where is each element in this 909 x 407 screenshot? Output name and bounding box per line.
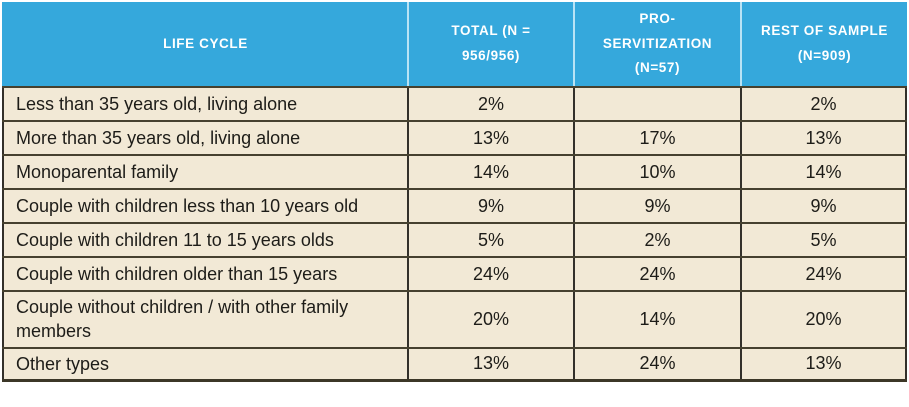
- life-cycle-cell: Couple with children older than 15 years: [2, 258, 407, 290]
- life-cycle-cell: Couple without children / with other fam…: [2, 292, 407, 347]
- rest-of-sample-cell: 5%: [740, 224, 907, 256]
- life-cycle-cell: Other types: [2, 348, 407, 379]
- column-header-life-cycle: LIFE CYCLE: [163, 35, 248, 51]
- rest-of-sample-cell: 13%: [740, 348, 907, 379]
- total-cell: 5%: [407, 224, 573, 256]
- life-cycle-cell: More than 35 years old, living alone: [2, 122, 407, 154]
- total-cell: 20%: [407, 292, 573, 347]
- table-row: Couple without children / with other fam…: [2, 290, 907, 347]
- rest-of-sample-cell: 13%: [740, 122, 907, 154]
- total-cell: 13%: [407, 122, 573, 154]
- life-cycle-cell: Monoparental family: [2, 156, 407, 188]
- life-cycle-cell: Couple with children 11 to 15 years olds: [2, 224, 407, 256]
- rest-of-sample-cell: 9%: [740, 190, 907, 222]
- total-cell: 24%: [407, 258, 573, 290]
- pro-servitization-cell: 17%: [573, 122, 740, 154]
- pro-servitization-cell: 2%: [573, 224, 740, 256]
- pro-servitization-cell: 10%: [573, 156, 740, 188]
- pro-servitization-cell: [573, 88, 740, 120]
- rest-of-sample-cell: 20%: [740, 292, 907, 347]
- table-row: Monoparental family 14% 10% 14%: [2, 154, 907, 188]
- total-cell: 2%: [407, 88, 573, 120]
- total-cell: 13%: [407, 348, 573, 379]
- table-row: Couple with children 11 to 15 years olds…: [2, 222, 907, 256]
- total-cell: 9%: [407, 190, 573, 222]
- table-header-row: LIFE CYCLE TOTAL (N = 956/956) PRO- SERV…: [2, 2, 907, 86]
- column-header-total: TOTAL (N = 956/956): [407, 2, 573, 86]
- table-row: Couple with children older than 15 years…: [2, 256, 907, 290]
- column-header-rest-of-sample: REST OF SAMPLE (N=909): [740, 2, 907, 86]
- table-row: More than 35 years old, living alone 13% 1…: [2, 120, 907, 154]
- life-cycle-cell: Less than 35 years old, living alone: [2, 88, 407, 120]
- table-row: Less than 35 years old, living alone 2% 2%: [2, 86, 907, 120]
- column-header-pro-servitization: PRO- SERVITIZATION (N=57): [573, 2, 740, 86]
- rest-of-sample-cell: 14%: [740, 156, 907, 188]
- table-body: Less than 35 years old, living alone 2% 2%…: [2, 86, 907, 382]
- rest-of-sample-cell: 24%: [740, 258, 907, 290]
- table-row: Couple with children less than 10 years …: [2, 188, 907, 222]
- table-row: Other types 13% 24% 13%: [2, 346, 907, 382]
- life-cycle-cell: Couple with children less than 10 years …: [2, 190, 407, 222]
- pro-servitization-cell: 14%: [573, 292, 740, 347]
- rest-of-sample-cell: 2%: [740, 88, 907, 120]
- total-cell: 14%: [407, 156, 573, 188]
- pro-servitization-cell: 9%: [573, 190, 740, 222]
- pro-servitization-cell: 24%: [573, 348, 740, 379]
- pro-servitization-cell: 24%: [573, 258, 740, 290]
